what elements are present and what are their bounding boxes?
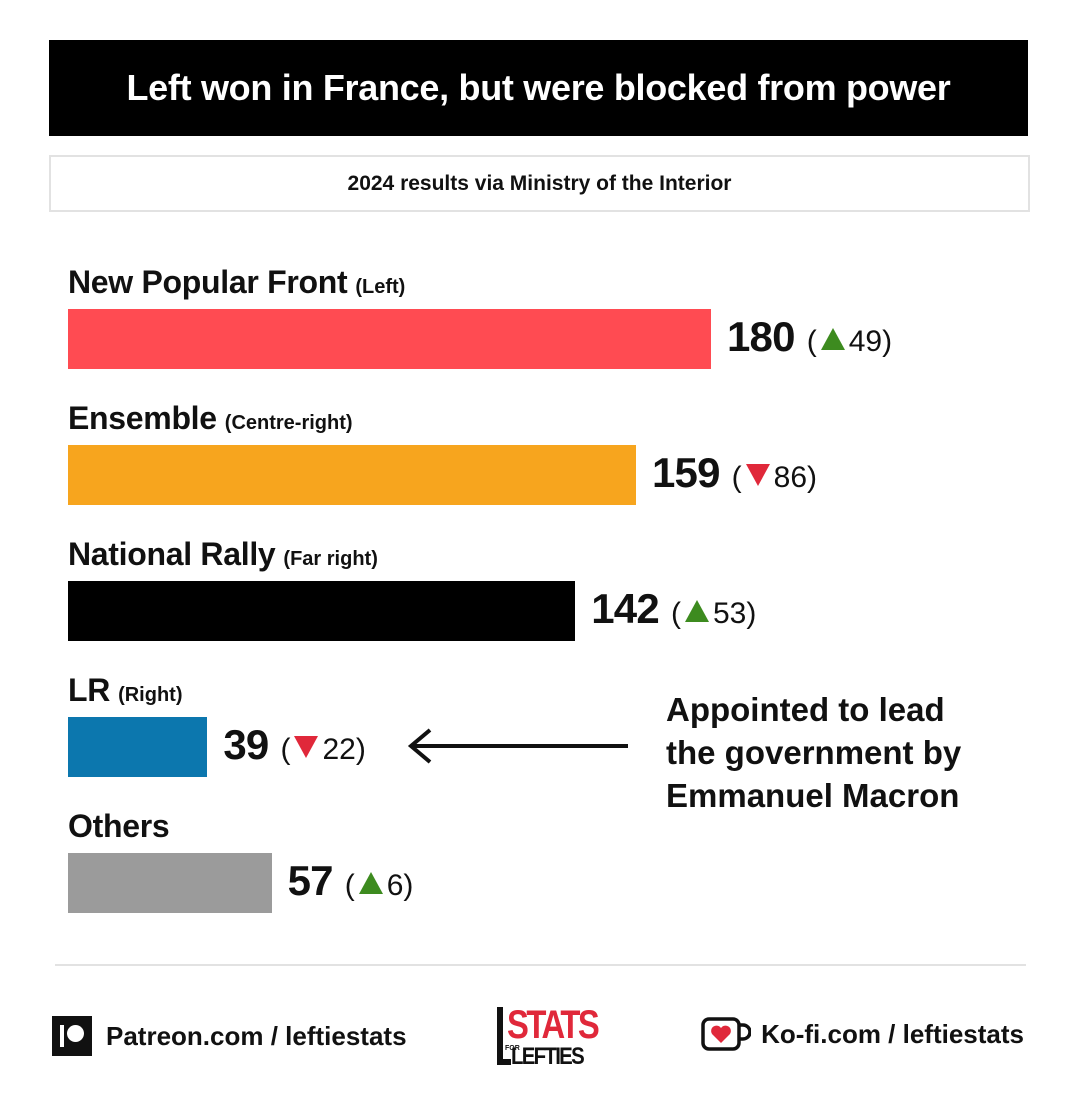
bar-value-group-4: 57 (6) [288,857,414,905]
bar-category-name: National Rally [68,536,276,572]
triangle-up-icon [684,600,709,622]
kofi-text: Ko-fi.com / leftiestats [761,1018,1024,1049]
bar-category-name: New Popular Front [68,264,348,300]
bar-value: 142 [591,585,659,632]
kofi-link[interactable]: Ko-fi.com / leftiestats [701,1016,1024,1052]
bar-value: 39 [223,721,269,768]
annotation-line-3: Emmanuel Macron [666,777,960,814]
logo-lefties-text: LEFTIES [511,1043,585,1070]
bar-label-2: National Rally (Far right) [68,536,378,573]
patreon-link[interactable]: Patreon.com / leftiestats [52,1016,407,1056]
chart-subtitle: 2024 results via Ministry of the Interio… [49,155,1030,212]
bar-label-3: LR (Right) [68,672,182,709]
seat-change: (6) [344,869,414,902]
bar-value: 180 [727,313,795,360]
seat-change-value: 6 [386,869,404,902]
bar-category-name: Others [68,808,170,844]
bar-label-0: New Popular Front (Left) [68,264,405,301]
bar-4 [68,853,272,913]
logo-for-text: FOR [505,1045,520,1052]
bar-value-group-2: 142 (53) [591,585,756,633]
annotation-arrow-icon [407,728,628,764]
chart-title: Left won in France, but were blocked fro… [49,40,1028,136]
seat-change: (22) [280,733,366,766]
annotation-text: Appointed to lead the government by Emma… [666,688,1026,817]
bar-2 [68,581,576,641]
kofi-cup-icon [701,1017,752,1051]
seat-change-value: 86 [773,461,808,494]
bar-value-group-0: 180 (49) [727,313,892,361]
bar-category-name: LR [68,672,111,708]
bar-1 [68,445,636,505]
seat-change: (86) [731,461,818,494]
bar-value: 57 [287,857,334,904]
seat-change: (49) [806,325,893,358]
footer-divider [55,964,1026,966]
patreon-text: Patreon.com / leftiestats [106,1020,407,1051]
bar-label-4: Others [68,808,170,845]
triangle-down-icon [745,464,770,486]
bar-category-note: (Right) [118,684,183,706]
annotation-line-1: Appointed to lead [666,691,945,728]
bar-value-group-3: 39 (22) [223,721,366,769]
bar-category-name: Ensemble [68,400,217,436]
bar-label-1: Ensemble (Centre-right) [68,400,353,437]
bar-category-note: (Far right) [283,548,378,570]
bar-value: 159 [651,449,720,496]
annotation-line-2: the government by [666,734,962,771]
seat-change-value: 49 [848,325,883,358]
triangle-up-icon [358,872,383,894]
logo-stats-text: STATS [507,1003,600,1047]
bar-category-note: (Left) [355,276,406,298]
triangle-up-icon [820,328,845,350]
seat-change-value: 22 [322,733,356,766]
bar-category-note: (Centre-right) [224,412,353,434]
triangle-down-icon [294,736,319,758]
bar-value-group-1: 159 (86) [652,449,817,497]
patreon-icon [52,1016,92,1056]
seat-change-value: 53 [712,597,747,630]
seat-change: (53) [670,597,757,630]
stats-for-lefties-logo: STATS FOR LEFTIES [497,1003,600,1070]
bar-0 [68,309,711,369]
bar-3 [68,717,208,777]
